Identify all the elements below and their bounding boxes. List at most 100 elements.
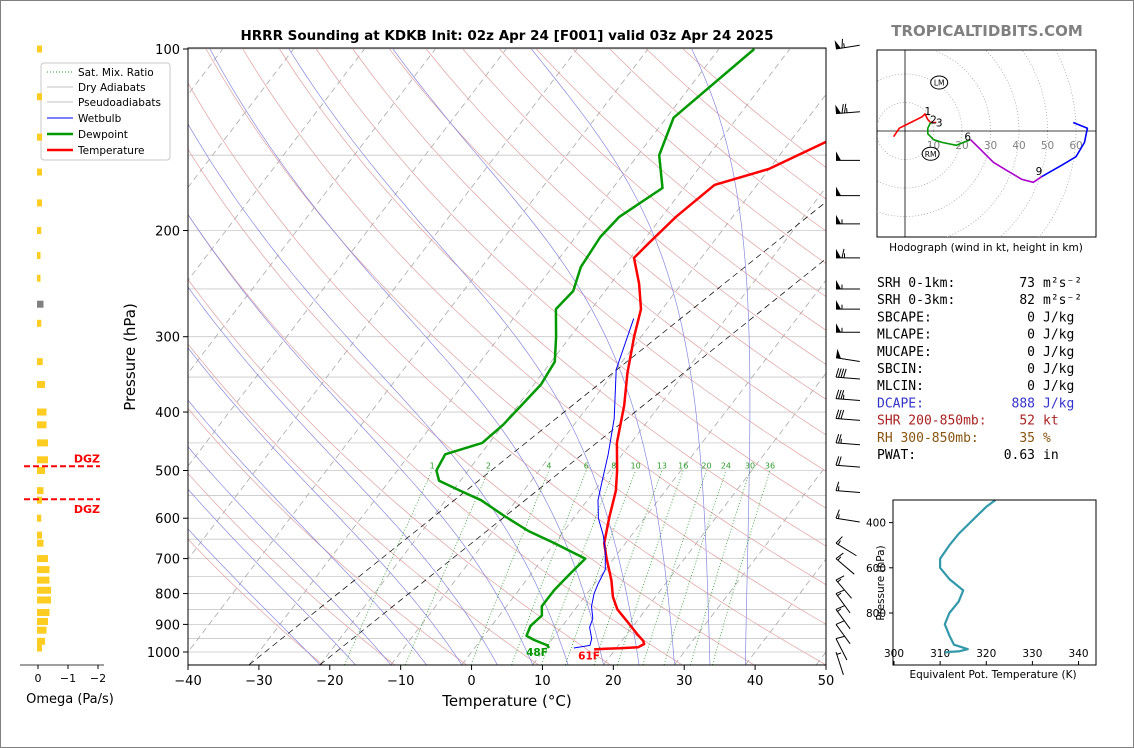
isotherm [188,48,365,281]
y-tick-label: 500 [155,464,180,479]
index-label: MLCIN: [877,379,924,394]
wind-barb [835,368,860,380]
x-tick-label: 10 [534,674,551,689]
mixing-ratio-line [511,470,587,665]
index-label: MUCAPE: [877,345,932,360]
pseudoadiabat [188,213,534,665]
dry-adiabat [188,472,395,665]
wind-barb-pennant [836,186,841,196]
omega-bar [37,408,47,416]
hodograph-ring-label: 40 [1012,140,1025,152]
wind-barb-flag [835,589,845,595]
omega-x-label: Omega (Pa/s) [26,692,114,707]
hodograph-segment [892,113,937,138]
index-value: 0.63 [1004,448,1035,463]
skewt-profiles: 48F 61F [435,48,826,662]
x-tick-label: 30 [676,674,693,689]
legend-entry: Wetbulb [78,113,122,125]
wind-barb-shaft [835,357,860,362]
pseudoadiabat [392,48,675,665]
mixing-ratio-label: 16 [678,461,688,470]
dgz-label: DGZ [74,503,100,516]
omega-bar [37,644,42,652]
index-value: 0 [1027,379,1035,394]
wind-barb-shaft [835,418,860,421]
pseudoadiabat [188,286,498,665]
omega-bar [37,466,45,474]
wind-barb-half [837,540,841,545]
wind-barb [835,589,851,614]
isotherm [248,48,720,665]
wind-barb-half [836,652,842,655]
wind-barb [836,323,860,333]
wind-barb-flag [835,433,840,444]
mixing-ratio-line [663,470,727,665]
wind-barb-flag [840,390,845,400]
wind-barb-shaft [835,464,860,468]
omega-bar [37,637,45,645]
wind-barb-shaft [835,111,860,115]
x-tick-label: −10 [387,674,414,689]
wind-barb-flag [842,368,847,378]
mixing-ratio-label: 24 [721,461,731,470]
thetae-profile [939,500,997,654]
isotherm [188,48,294,189]
legend-entry: Sat. Mix. Ratio [78,67,154,79]
mixing-ratio-label: 36 [765,461,775,470]
wind-barb-shaft [835,593,851,614]
storm-motion-label: LM [934,79,945,88]
legend-entry: Temperature [77,145,145,157]
dgz-label: DGZ [74,452,100,465]
reference-line [248,201,826,665]
index-value: 82 [1019,293,1035,308]
y-tick-label: 400 [155,406,180,421]
omega-bar [37,45,42,53]
skewt-legend: Sat. Mix. Ratio Dry Adiabats Pseudoadiab… [40,62,171,161]
hodograph-segment [927,122,971,147]
mixing-ratio-line [690,470,751,665]
omega-bar [37,93,42,101]
wind-barb-shaft [835,517,860,523]
wind-barb-flag [835,409,840,419]
dry-adiabat [499,48,826,331]
wind-barb-pennant [836,248,841,258]
index-label: SHR 200-850mb: [877,414,987,429]
y-tick-label: 100 [155,43,180,58]
x-tick-label: 50 [818,674,835,689]
pseudoadiabat [188,446,392,665]
omega-bar [37,168,42,176]
thetae-frame [892,499,1097,666]
wind-barb-half [837,608,842,612]
wind-barb [835,635,848,661]
dry-adiabat [425,48,826,400]
index-label: MLCAPE: [877,328,932,343]
wind-barb-flag [841,103,844,114]
mixing-ratio-label: 20 [701,461,711,470]
legend-entry: Dewpoint [78,129,128,141]
legend-entry: Dry Adiabats [78,82,146,94]
omega-bar [37,566,50,574]
wind-barb-shaft [835,558,855,575]
x-tick-label: −40 [174,674,201,689]
pseudoadiabat [288,48,640,665]
thetae-x-tick-label: 330 [1022,648,1042,660]
wind-barb [836,280,860,290]
indices-table: SRH 0-1km: 73 m²s⁻² SRH 0-3km: 82 m²s⁻² SBCAPE… [877,276,1082,463]
hodograph-ring-label: 30 [984,140,997,152]
omega-bar [37,617,48,625]
index-value: 888 [1012,396,1035,411]
omega-bar [37,626,47,634]
index-label: PWAT: [877,448,916,463]
wind-barb-half [843,43,845,48]
index-value: 52 [1019,414,1035,429]
skewt-ticks: −40 −30 −20 −10 0 10 20 30 40 50 100 200 300 400 500 60… [147,43,834,689]
wind-barb-shaft [835,542,857,557]
wind-barb [835,348,860,362]
omega-bar [37,609,50,617]
pseudoadiabat [188,347,463,665]
wind-barb [835,409,860,421]
omega-bar [37,439,48,447]
isotherm [188,48,507,467]
thetae-y-tick-label: 800 [866,608,886,620]
